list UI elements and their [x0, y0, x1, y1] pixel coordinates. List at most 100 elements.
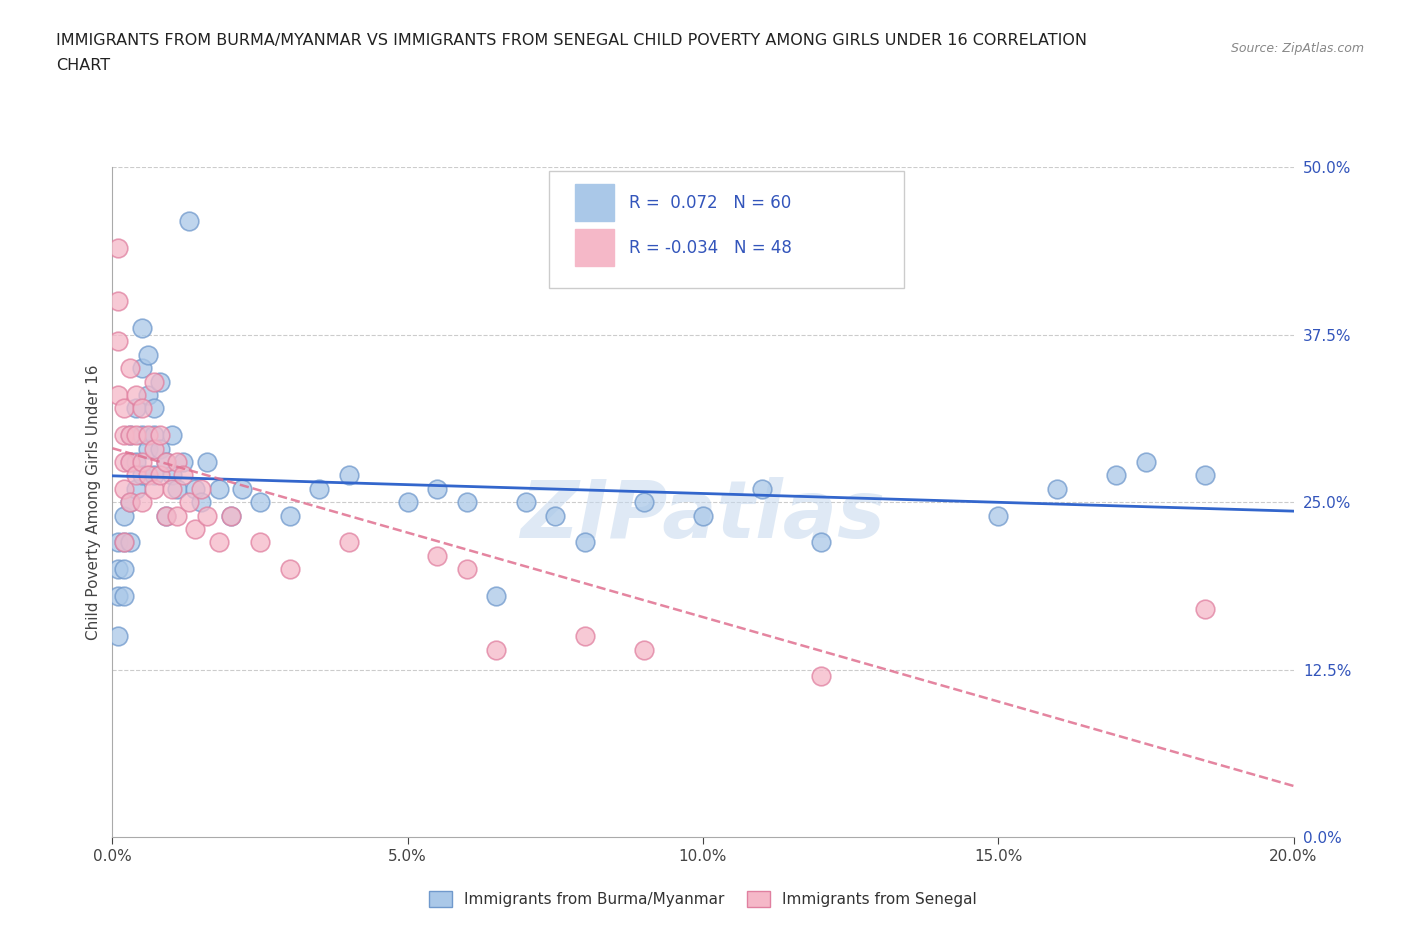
Point [131, 428, 153, 443]
Text: R = -0.034   N = 48: R = -0.034 N = 48 [628, 239, 792, 257]
Point [142, 441, 165, 456]
Point [155, 455, 177, 470]
Point [149, 441, 172, 456]
Point [179, 495, 201, 510]
Point [1135, 455, 1157, 470]
Point [120, 428, 142, 443]
Point [120, 455, 142, 470]
Point [112, 535, 135, 550]
Point [125, 482, 148, 497]
Point [125, 401, 148, 416]
Point [166, 482, 188, 497]
Point [515, 495, 537, 510]
Point [195, 455, 218, 470]
Point [219, 508, 242, 523]
Point [125, 428, 148, 443]
Point [396, 495, 419, 510]
Point [107, 535, 129, 550]
Point [184, 522, 207, 537]
Point [112, 428, 135, 443]
Point [692, 508, 714, 523]
Point [120, 495, 142, 510]
Point [208, 482, 231, 497]
Point [136, 441, 159, 456]
Point [120, 535, 142, 550]
Point [426, 549, 449, 564]
Point [308, 482, 330, 497]
Point [107, 562, 129, 577]
Point [120, 361, 142, 376]
Point [160, 468, 183, 483]
Point [142, 374, 165, 389]
Text: CHART: CHART [56, 58, 110, 73]
Point [142, 468, 165, 483]
Point [1194, 468, 1216, 483]
Text: IMMIGRANTS FROM BURMA/MYANMAR VS IMMIGRANTS FROM SENEGAL CHILD POVERTY AMONG GIR: IMMIGRANTS FROM BURMA/MYANMAR VS IMMIGRA… [56, 33, 1087, 47]
Point [155, 508, 177, 523]
Text: R =  0.072   N = 60: R = 0.072 N = 60 [628, 193, 790, 212]
Point [131, 495, 153, 510]
Point [810, 535, 832, 550]
Text: Source: ZipAtlas.com: Source: ZipAtlas.com [1230, 42, 1364, 55]
Point [544, 508, 567, 523]
Point [574, 629, 596, 644]
Point [160, 482, 183, 497]
FancyBboxPatch shape [550, 171, 904, 288]
Point [149, 374, 172, 389]
Point [112, 508, 135, 523]
Point [195, 508, 218, 523]
Y-axis label: Child Poverty Among Girls Under 16: Child Poverty Among Girls Under 16 [86, 365, 101, 640]
Point [131, 361, 153, 376]
Point [1105, 468, 1128, 483]
Point [112, 562, 135, 577]
Point [136, 388, 159, 403]
Point [136, 428, 159, 443]
Point [249, 535, 271, 550]
Point [751, 482, 773, 497]
Point [249, 495, 271, 510]
Point [112, 482, 135, 497]
Point [107, 589, 129, 604]
Point [633, 642, 655, 657]
Point [160, 428, 183, 443]
Point [172, 455, 194, 470]
Point [179, 214, 201, 229]
Point [426, 482, 449, 497]
Point [166, 508, 188, 523]
Point [125, 388, 148, 403]
Point [131, 321, 153, 336]
Point [120, 428, 142, 443]
Point [278, 562, 301, 577]
Point [112, 401, 135, 416]
Point [112, 589, 135, 604]
Bar [575, 230, 614, 266]
Point [120, 455, 142, 470]
Point [208, 535, 231, 550]
Text: ZIPatlas: ZIPatlas [520, 476, 886, 554]
Point [125, 468, 148, 483]
Point [155, 455, 177, 470]
Point [337, 468, 360, 483]
Point [112, 455, 135, 470]
Point [142, 428, 165, 443]
Point [131, 468, 153, 483]
Point [485, 589, 508, 604]
Point [125, 455, 148, 470]
Point [810, 669, 832, 684]
Point [231, 482, 253, 497]
Bar [575, 184, 614, 221]
Point [184, 482, 207, 497]
Point [278, 508, 301, 523]
Point [107, 294, 129, 309]
Point [485, 642, 508, 657]
Point [574, 535, 596, 550]
Point [155, 508, 177, 523]
Point [337, 535, 360, 550]
Point [120, 495, 142, 510]
Point [149, 428, 172, 443]
Point [456, 495, 478, 510]
Point [172, 468, 194, 483]
Point [136, 348, 159, 363]
Point [1194, 602, 1216, 617]
Point [166, 455, 188, 470]
